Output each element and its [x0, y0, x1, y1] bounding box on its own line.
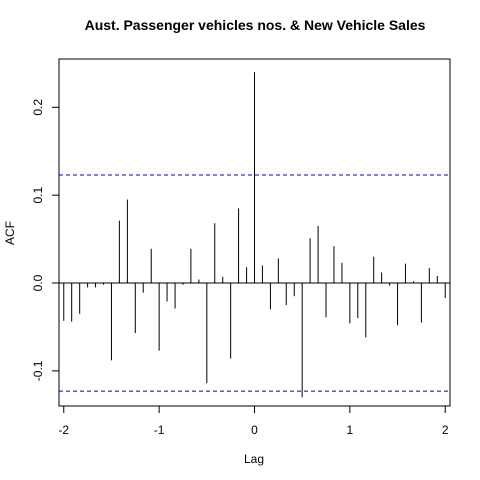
y-tick-label: 0.1 [31, 187, 45, 204]
y-tick-label: 0.0 [31, 274, 45, 291]
x-axis-label: Lag [244, 452, 264, 466]
x-tick-label: 0 [251, 423, 258, 437]
x-tick-label: 2 [442, 423, 449, 437]
y-tick-label: -0.1 [31, 360, 45, 381]
x-tick-label: 1 [347, 423, 354, 437]
x-tick-label: -2 [58, 423, 69, 437]
x-tick-label: -1 [154, 423, 165, 437]
y-tick-label: 0.2 [31, 99, 45, 116]
y-axis-label: ACF [3, 221, 17, 245]
chart-title: Aust. Passenger vehicles nos. & New Vehi… [85, 17, 426, 33]
